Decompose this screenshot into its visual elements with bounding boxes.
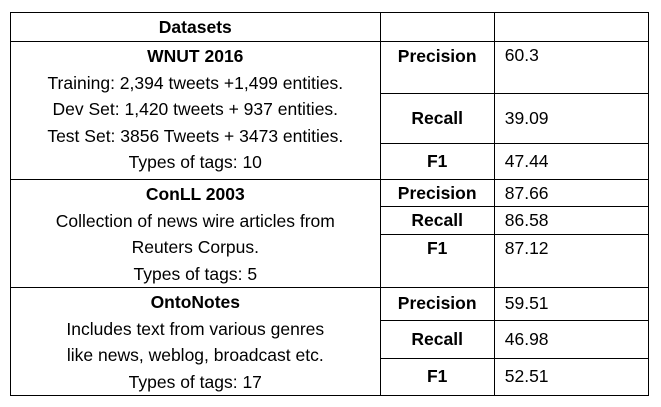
metric-label: Precision (379, 287, 495, 321)
dataset-name: ConLL 2003 (145, 184, 245, 204)
metric-label: F1 (379, 357, 495, 397)
dataset-description-line: Dev Set: 1,420 tweets + 937 entities. (52, 99, 339, 119)
results-table: Datasets WNUT 2016 Training: 2,394 tweet… (10, 12, 650, 397)
dataset-description-line: Reuters Corpus. (131, 237, 259, 257)
dataset-name: WNUT 2016 (147, 46, 244, 66)
table-row: ConLL 2003 Collection of news wire artic… (10, 178, 650, 288)
header-row: Datasets (10, 12, 650, 42)
table-row: Recall 46.98 (11, 319, 650, 359)
dataset-name: OntoNotes (150, 292, 241, 312)
metric-value: 46.98 (493, 319, 650, 359)
metric-label: Precision (379, 178, 495, 208)
dataset-description-line: Types of tags: 10 (128, 152, 262, 172)
metric-value: 39.09 (493, 93, 650, 144)
metric-value: 86.58 (493, 206, 650, 235)
dataset-description-line: Collection of news wire articles from (55, 210, 335, 231)
metric-value: 47.44 (493, 143, 650, 180)
metric-label: F1 (379, 143, 495, 180)
dataset-description-line: Types of tags: 17 (128, 371, 262, 392)
table-row: F1 47.44 (11, 143, 650, 180)
metric-value: 87.12 (493, 233, 650, 288)
table-row: Recall 86.58 (11, 206, 650, 235)
value-header-empty (493, 12, 650, 42)
table-row: Recall 39.09 (11, 93, 650, 144)
dataset-description-line: Training: 2,394 tweets +1,499 entities. (47, 72, 344, 93)
metric-label: Recall (379, 93, 495, 144)
dataset-cell-ontonotes: OntoNotes Includes text from various gen… (10, 287, 381, 396)
metric-value: 59.51 (493, 287, 650, 321)
metric-header-empty (379, 12, 495, 42)
dataset-cell-wnut: WNUT 2016 Training: 2,394 tweets +1,499 … (10, 41, 381, 180)
metric-value: 52.51 (493, 357, 650, 397)
dataset-description-line: Includes text from various genres (66, 318, 325, 339)
table-row: OntoNotes Includes text from various gen… (10, 287, 650, 396)
table-row: F1 52.51 (11, 357, 650, 397)
metric-label: Recall (379, 206, 495, 235)
metric-label: Recall (379, 319, 495, 359)
dataset-description-line: like news, weblog, broadcast etc. (66, 345, 324, 365)
dataset-cell-conll: ConLL 2003 Collection of news wire artic… (10, 179, 381, 288)
metric-value: 60.3 (493, 41, 650, 94)
metric-label: F1 (379, 233, 495, 288)
datasets-header: Datasets (10, 12, 381, 42)
metric-value: 87.66 (493, 178, 650, 208)
table-row: WNUT 2016 Training: 2,394 tweets +1,499 … (10, 41, 650, 180)
metric-label: Precision (379, 41, 495, 94)
dataset-description-line: Test Set: 3856 Tweets + 3473 entities. (47, 125, 344, 146)
dataset-description-line: Types of tags: 5 (133, 263, 258, 284)
table-row: F1 87.12 (11, 233, 650, 288)
